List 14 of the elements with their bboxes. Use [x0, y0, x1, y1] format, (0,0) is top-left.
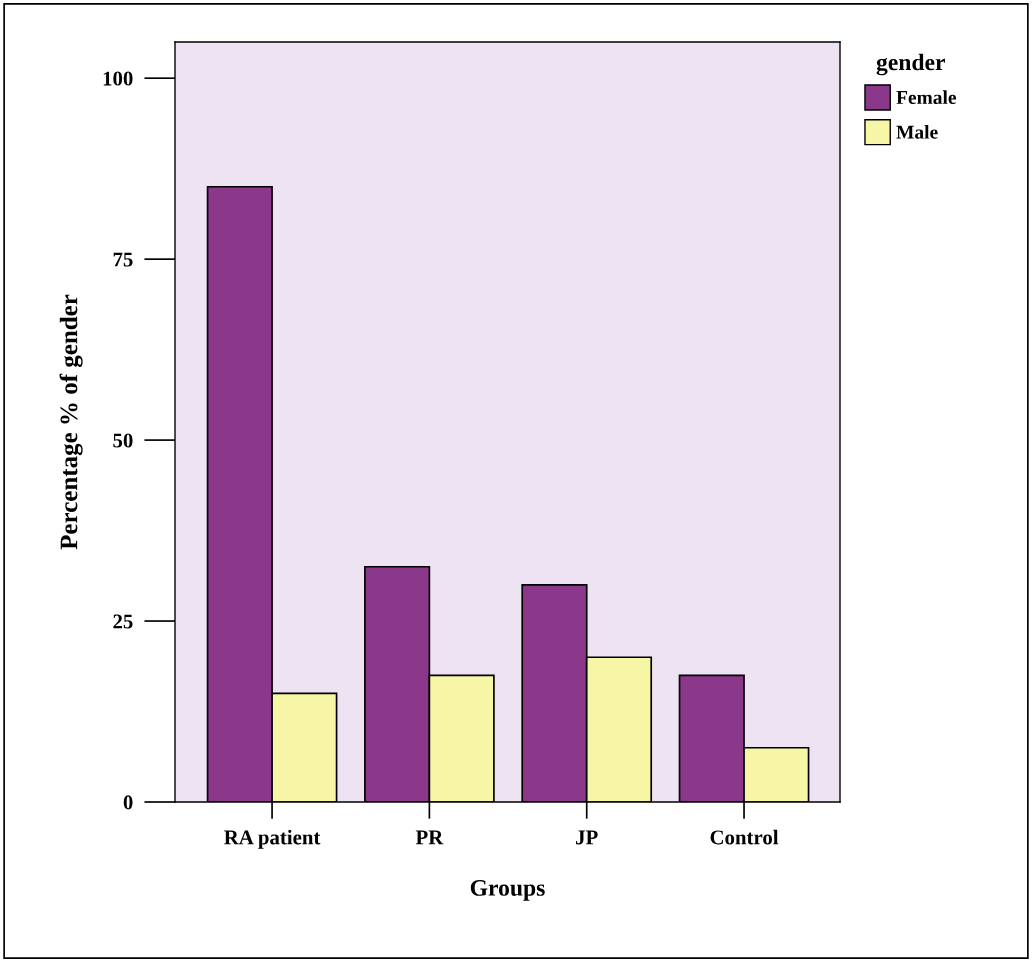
legend-label: Female [896, 90, 957, 105]
legend-label: Male [896, 125, 938, 139]
x-tick-label: PR [415, 830, 444, 845]
y-tick-label: 50 [113, 433, 133, 448]
x-tick-label: JP [576, 830, 598, 845]
legend-title: gender [876, 53, 945, 76]
x-axis-title: Groups [470, 879, 545, 901]
y-tick-label: 75 [113, 252, 133, 267]
x-tick-label: RA patient [224, 829, 321, 849]
y-axis-title: Percentage % of gender [59, 294, 83, 550]
y-tick-label: 25 [113, 614, 133, 629]
y-tick-label: 0 [123, 795, 133, 810]
x-tick-label: Control [710, 829, 779, 845]
y-tick-label: 100 [103, 71, 133, 86]
